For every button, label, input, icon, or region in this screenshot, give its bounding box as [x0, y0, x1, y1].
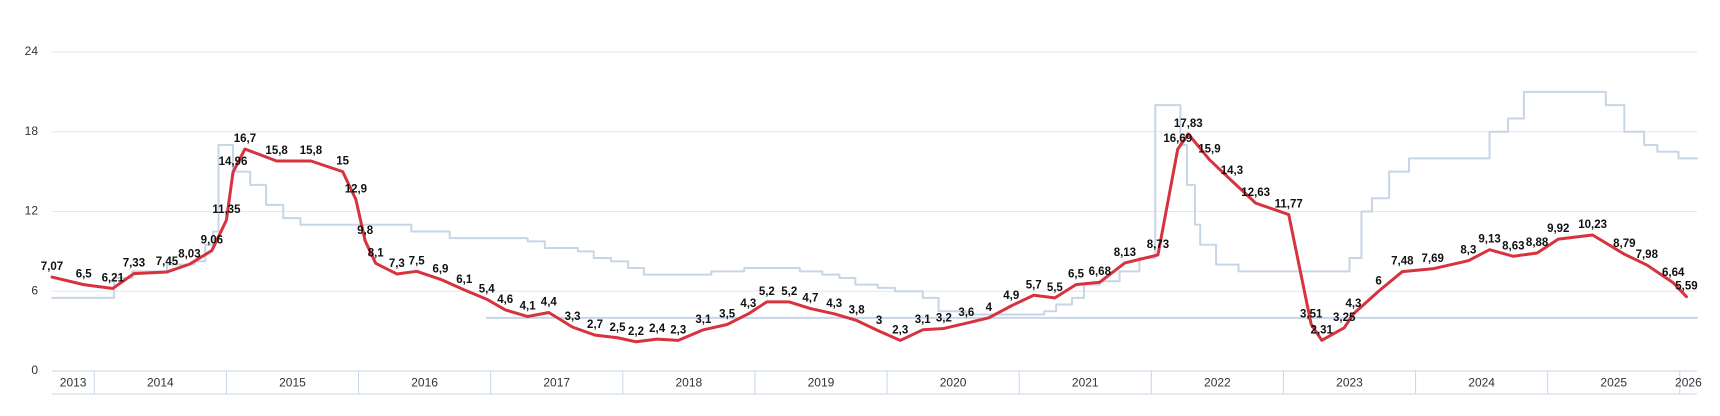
x-tick-label: 2013: [60, 376, 87, 390]
data-label: 7,3: [389, 258, 405, 270]
data-label: 2,4: [649, 323, 666, 335]
y-tick-label: 12: [25, 204, 39, 218]
data-label: 4,9: [1003, 290, 1019, 302]
data-label: 6,68: [1089, 266, 1112, 278]
y-tick-label: 18: [25, 124, 39, 138]
data-label: 8,13: [1114, 247, 1136, 259]
data-label: 14,96: [219, 156, 248, 168]
x-tick-label: 2016: [411, 376, 438, 390]
data-label: 7,48: [1391, 256, 1414, 268]
data-label: 5,2: [759, 286, 775, 298]
data-label: 4,4: [541, 297, 558, 309]
data-label: 3,25: [1333, 312, 1356, 324]
data-label: 7,69: [1422, 253, 1444, 265]
data-label: 3,8: [849, 305, 866, 317]
x-tick-label: 2018: [676, 376, 703, 390]
x-tick-label: 2024: [1468, 376, 1495, 390]
data-label: 7,07: [41, 261, 63, 273]
data-label: 6,21: [102, 272, 125, 284]
data-label: 3,5: [719, 309, 736, 321]
data-label: 4,1: [520, 301, 537, 313]
data-label: 10,23: [1578, 219, 1607, 231]
inflation-line: [50, 132, 1688, 344]
data-label: 7,33: [123, 258, 145, 270]
data-label: 4,6: [497, 294, 513, 306]
data-label: 12,63: [1241, 187, 1270, 199]
data-label: 5,5: [1047, 282, 1064, 294]
data-label: 8,3: [1460, 245, 1476, 257]
data-label: 9,8: [357, 225, 374, 237]
data-label: 9,06: [201, 235, 223, 247]
data-label: 11,77: [1275, 199, 1303, 211]
data-label: 6,5: [76, 269, 93, 281]
rate-line: [51, 90, 1698, 316]
x-tick-label: 2021: [1072, 376, 1099, 390]
data-label: 2,5: [610, 322, 627, 334]
data-label: 8,79: [1613, 238, 1635, 250]
x-tick-label: 2022: [1204, 376, 1231, 390]
x-tick-label: 2019: [808, 376, 835, 390]
data-label: 5,4: [479, 283, 496, 295]
data-label: 8,63: [1502, 240, 1524, 252]
data-label: 16,69: [1163, 133, 1192, 145]
data-label: 9,13: [1478, 234, 1500, 246]
data-label: 2,7: [587, 319, 603, 331]
data-label: 9,92: [1547, 223, 1569, 235]
data-label: 8,03: [178, 248, 200, 260]
data-label: 8,1: [368, 247, 385, 259]
data-label: 6: [1375, 275, 1381, 287]
data-label: 5,7: [1026, 279, 1042, 291]
data-label: 15,9: [1198, 144, 1220, 156]
data-label: 3,1: [695, 314, 712, 326]
data-label: 6,9: [432, 263, 448, 275]
data-label: 3,3: [565, 311, 581, 323]
data-label: 5,2: [781, 286, 797, 298]
data-label: 16,7: [234, 133, 256, 145]
data-label: 5,59: [1675, 281, 1697, 293]
data-label: 12,9: [345, 184, 367, 196]
x-tick-label: 2015: [279, 376, 306, 390]
data-label: 17,83: [1174, 118, 1203, 130]
data-label: 2,3: [670, 324, 686, 336]
data-label: 4,3: [740, 298, 756, 310]
data-label: 4,7: [802, 293, 818, 305]
data-label: 2,3: [892, 324, 908, 336]
x-tick-label: 2026: [1675, 376, 1702, 390]
x-tick-label: 2023: [1336, 376, 1363, 390]
data-label: 15,8: [265, 145, 288, 157]
data-label: 2,31: [1311, 324, 1334, 336]
data-label: 15: [336, 156, 349, 168]
data-label: 8,88: [1526, 237, 1549, 249]
data-label: 3,51: [1300, 308, 1323, 320]
data-label: 3: [876, 315, 882, 327]
x-tick-label: 2020: [940, 376, 967, 390]
data-label: 7,5: [409, 255, 426, 267]
data-label: 6,64: [1662, 267, 1685, 279]
x-tick-label: 2025: [1600, 376, 1627, 390]
data-label: 6,1: [456, 274, 473, 286]
data-label: 15,8: [300, 145, 323, 157]
data-label: 8,73: [1147, 239, 1169, 251]
data-label: 4,3: [826, 298, 842, 310]
data-label: 7,45: [156, 256, 179, 268]
data-label: 6,5: [1068, 269, 1085, 281]
x-tick-label: 2014: [147, 376, 174, 390]
y-tick-label: 0: [31, 363, 38, 377]
data-label: 3,2: [936, 312, 952, 324]
y-tick-label: 24: [25, 44, 39, 58]
data-label: 2,2: [628, 326, 644, 338]
data-label: 14,3: [1221, 165, 1243, 177]
y-tick-label: 6: [31, 283, 38, 297]
data-label: 3,6: [958, 307, 974, 319]
data-label: 7,98: [1636, 249, 1659, 261]
data-label: 4: [986, 302, 993, 314]
data-label: 11,35: [212, 204, 241, 216]
x-tick-label: 2017: [543, 376, 570, 390]
data-label: 4,3: [1345, 298, 1361, 310]
data-label: 3,1: [915, 314, 932, 326]
